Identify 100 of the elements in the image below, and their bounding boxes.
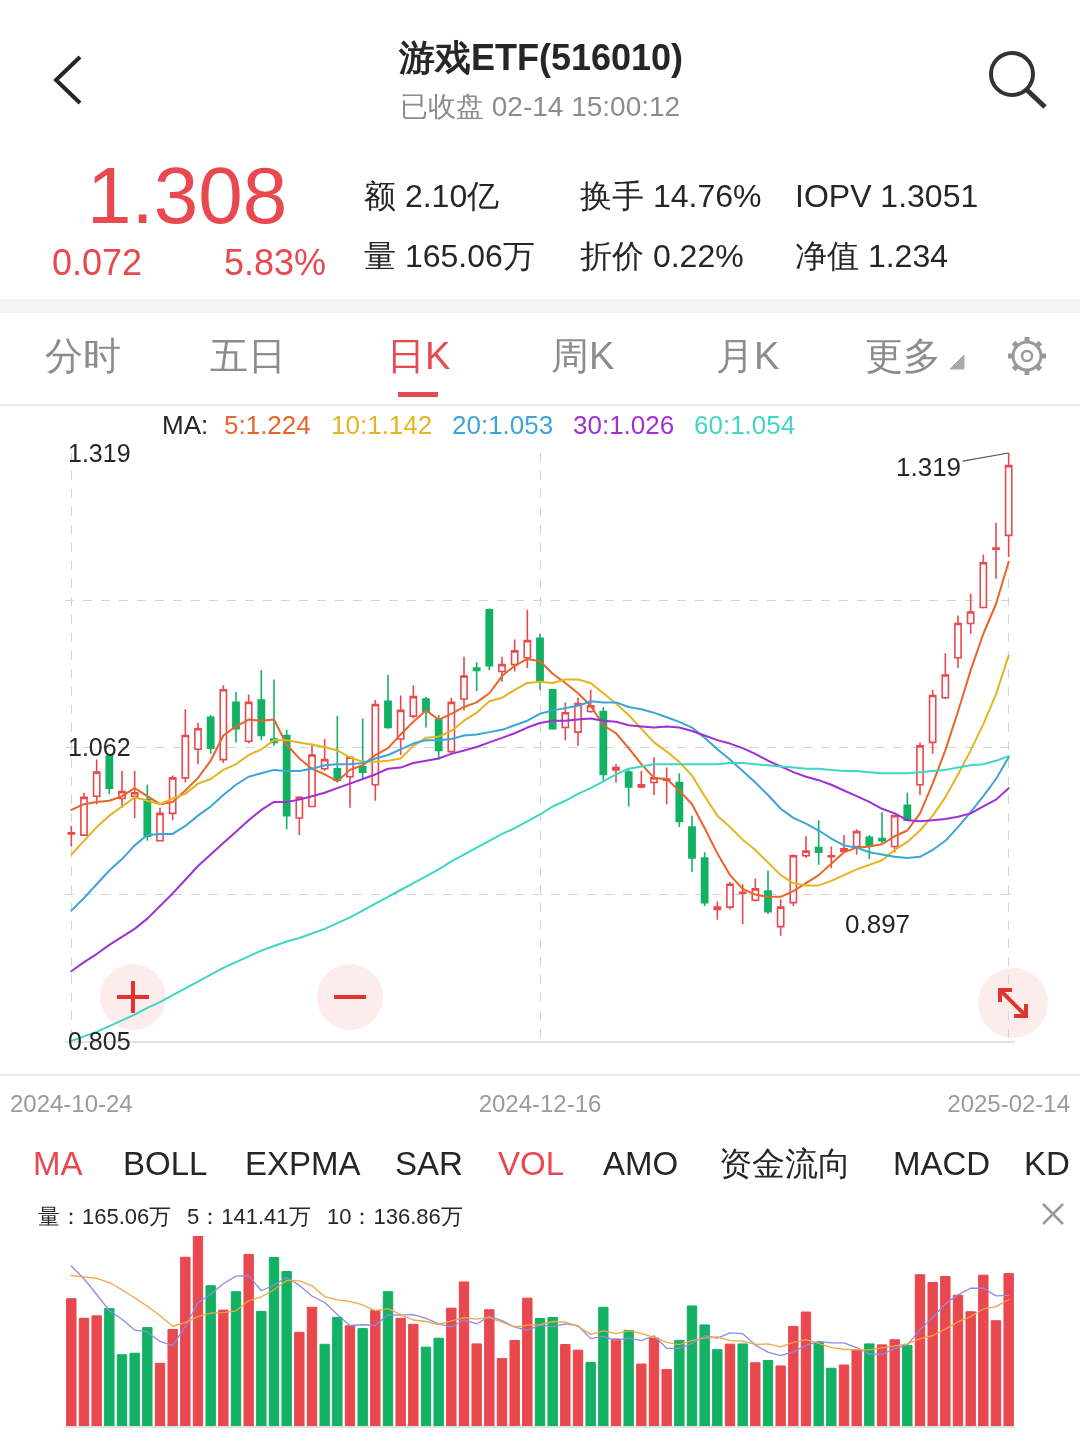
bar [585, 1362, 596, 1426]
candlestick [966, 592, 975, 635]
bar [990, 1320, 1002, 1426]
bar [534, 1317, 546, 1426]
candlestick [637, 770, 646, 788]
candlestick [270, 678, 278, 747]
candlestick [827, 845, 836, 870]
candlestick [358, 717, 367, 780]
text: KD [1024, 1145, 1070, 1182]
bar [1003, 1273, 1014, 1426]
bar [610, 1338, 622, 1426]
text: 月K [716, 335, 780, 377]
candlestick [498, 655, 506, 683]
candlestick [143, 783, 152, 842]
text: 5：141.41万 [187, 1204, 311, 1229]
text: 20:1.053 [452, 410, 554, 440]
candlestick [295, 795, 304, 836]
bar [167, 1328, 178, 1426]
text: 5.83% [224, 242, 327, 283]
candlestick [536, 632, 544, 691]
candlestick [92, 758, 101, 805]
candlestick [130, 770, 139, 819]
candlestick [1004, 453, 1013, 558]
candlestick [472, 661, 481, 692]
candlestick [422, 695, 430, 729]
candlestick [713, 900, 722, 921]
bar [712, 1349, 723, 1426]
bar [294, 1331, 305, 1426]
text: 5:1.224 [224, 410, 311, 440]
candlestick [840, 834, 848, 852]
bar [724, 1343, 736, 1426]
candlestick [675, 772, 684, 828]
annotation: 0.897 [845, 909, 911, 939]
text: AMO [603, 1145, 679, 1182]
candlestick [67, 825, 76, 848]
text: 量：165.06万 [38, 1204, 172, 1229]
bar [914, 1274, 926, 1426]
bar [864, 1343, 875, 1426]
candlestick [738, 883, 747, 926]
bar [838, 1364, 850, 1426]
bar [332, 1316, 343, 1426]
candlestick [688, 814, 696, 873]
bar [496, 1358, 508, 1426]
candlestick [764, 869, 772, 915]
bar [686, 1305, 698, 1426]
bar [446, 1307, 457, 1426]
candlestick [206, 714, 215, 755]
candlestick [523, 608, 532, 669]
text: IOPV 1.3051 [795, 178, 979, 214]
bar [648, 1337, 660, 1426]
candlestick [700, 851, 709, 907]
bar [357, 1328, 368, 1426]
line-series [70, 717, 1010, 973]
bar [91, 1315, 102, 1426]
candlestick [878, 811, 886, 844]
text: 30:1.026 [573, 410, 675, 440]
text: 折价 0.22% [580, 238, 744, 274]
text: 分时 [45, 335, 121, 377]
text: 量 165.06万 [364, 238, 535, 274]
text: VOL [498, 1145, 565, 1182]
candlestick [802, 835, 810, 859]
candlestick [814, 819, 823, 866]
candlestick [890, 813, 899, 854]
candlestick [726, 881, 734, 911]
text: 已收盘 02-14 15:00:12 [400, 91, 681, 122]
candlestick [928, 689, 937, 755]
bar [940, 1275, 951, 1426]
bar [788, 1325, 799, 1426]
line-series [70, 700, 1010, 912]
bar [306, 1306, 318, 1426]
candlestick [156, 806, 164, 842]
text: 资金流向 [719, 1145, 851, 1182]
bar [129, 1352, 140, 1426]
candlestick [548, 689, 557, 731]
bar [813, 1342, 824, 1426]
bar [281, 1271, 292, 1426]
candlestick [396, 694, 405, 756]
y-tick-label: 1.062 [68, 732, 131, 761]
text: SAR [395, 1145, 463, 1182]
bar [370, 1309, 381, 1426]
candlestick [979, 554, 988, 610]
candlestick [650, 756, 658, 796]
bar [471, 1343, 482, 1426]
bar [408, 1323, 419, 1426]
bar [889, 1339, 900, 1426]
candlestick [194, 722, 202, 765]
y-tick-label: 0.805 [68, 1026, 131, 1055]
text: MA [33, 1145, 83, 1182]
text: 1.308 [87, 151, 288, 240]
bar [560, 1343, 571, 1426]
bar [78, 1317, 90, 1426]
candlestick [409, 684, 418, 720]
text: 10：136.86万 [327, 1204, 463, 1229]
x-tick-label: 2024-10-24 [9, 1089, 133, 1117]
candlestick [612, 763, 620, 784]
text: 更多 [865, 335, 941, 377]
candlestick [916, 741, 924, 796]
text: BOLL [123, 1145, 208, 1182]
text: 0.072 [52, 242, 143, 283]
candlestick [219, 684, 228, 764]
